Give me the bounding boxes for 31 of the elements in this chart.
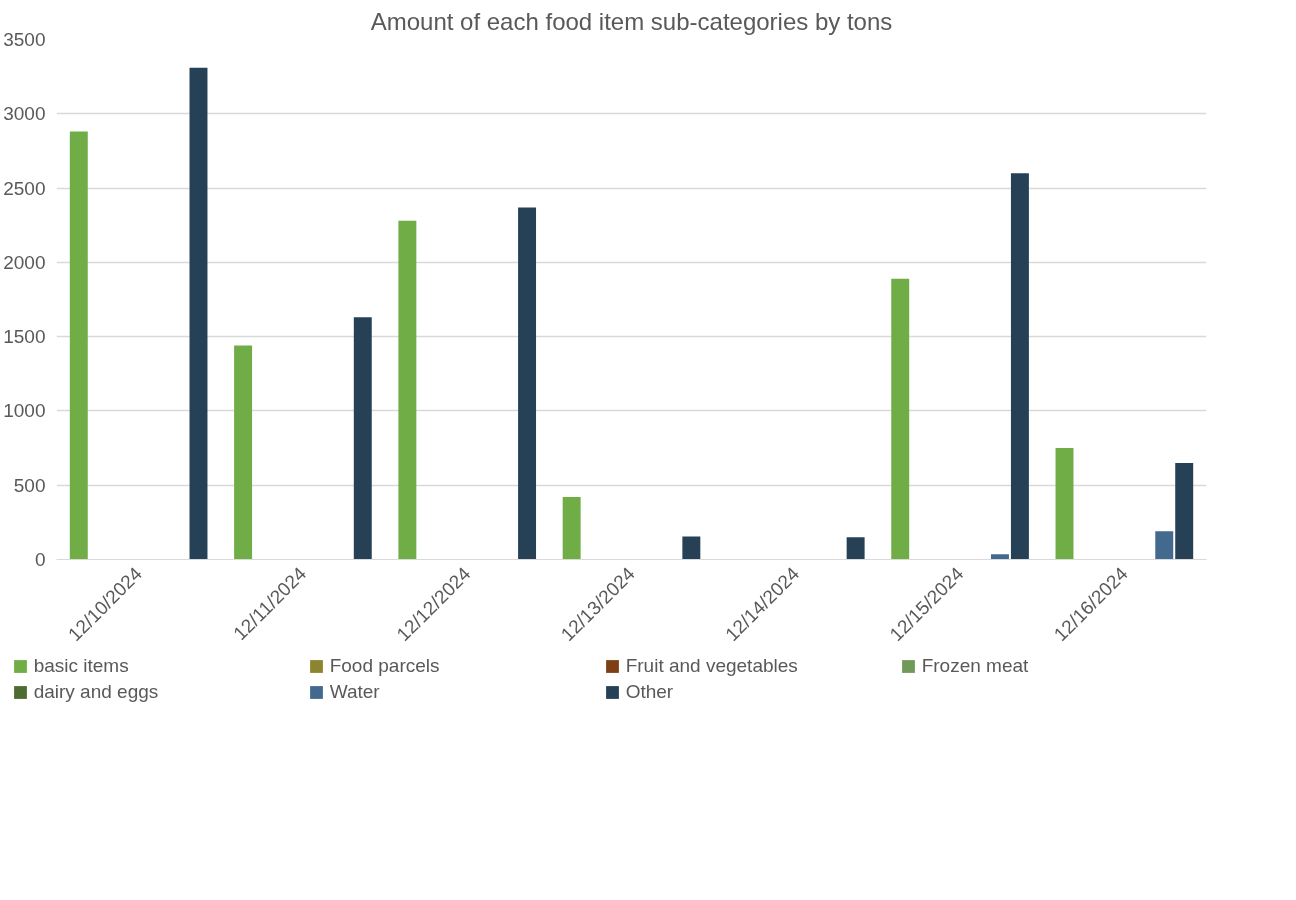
legend-label: basic items bbox=[33, 655, 130, 677]
legend-label: Water bbox=[329, 681, 381, 703]
y-tick-label: 500 bbox=[13, 474, 46, 496]
bar bbox=[518, 207, 537, 560]
legend-label: Frozen meat bbox=[921, 655, 1030, 677]
bar bbox=[189, 67, 208, 560]
y-tick-label: 2500 bbox=[3, 177, 46, 199]
chart-title: Amount of each food item sub-categories by tons bbox=[370, 7, 893, 35]
legend-label: dairy and eggs bbox=[33, 681, 160, 703]
bar bbox=[1055, 448, 1074, 560]
bar bbox=[682, 536, 701, 560]
bar bbox=[398, 220, 417, 560]
y-tick-label: 3500 bbox=[3, 29, 46, 50]
bar bbox=[562, 497, 581, 560]
y-tick-label: 3000 bbox=[3, 103, 46, 125]
bar bbox=[1155, 531, 1174, 560]
bar bbox=[353, 317, 372, 560]
bar bbox=[846, 537, 865, 560]
bar bbox=[990, 554, 1009, 560]
bar bbox=[234, 345, 253, 560]
bar bbox=[1010, 173, 1029, 560]
y-tick-label: 1500 bbox=[3, 326, 46, 348]
y-tick-label: 1000 bbox=[3, 400, 46, 422]
legend-label: Other bbox=[625, 681, 675, 703]
legend-label: Fruit and vegetables bbox=[625, 655, 799, 677]
bar bbox=[1175, 462, 1194, 560]
y-tick-label: 2000 bbox=[3, 251, 46, 273]
bar bbox=[69, 131, 88, 560]
y-tick-label: 0 bbox=[34, 549, 46, 570]
legend-label: Food parcels bbox=[329, 655, 441, 677]
bar bbox=[891, 278, 910, 560]
